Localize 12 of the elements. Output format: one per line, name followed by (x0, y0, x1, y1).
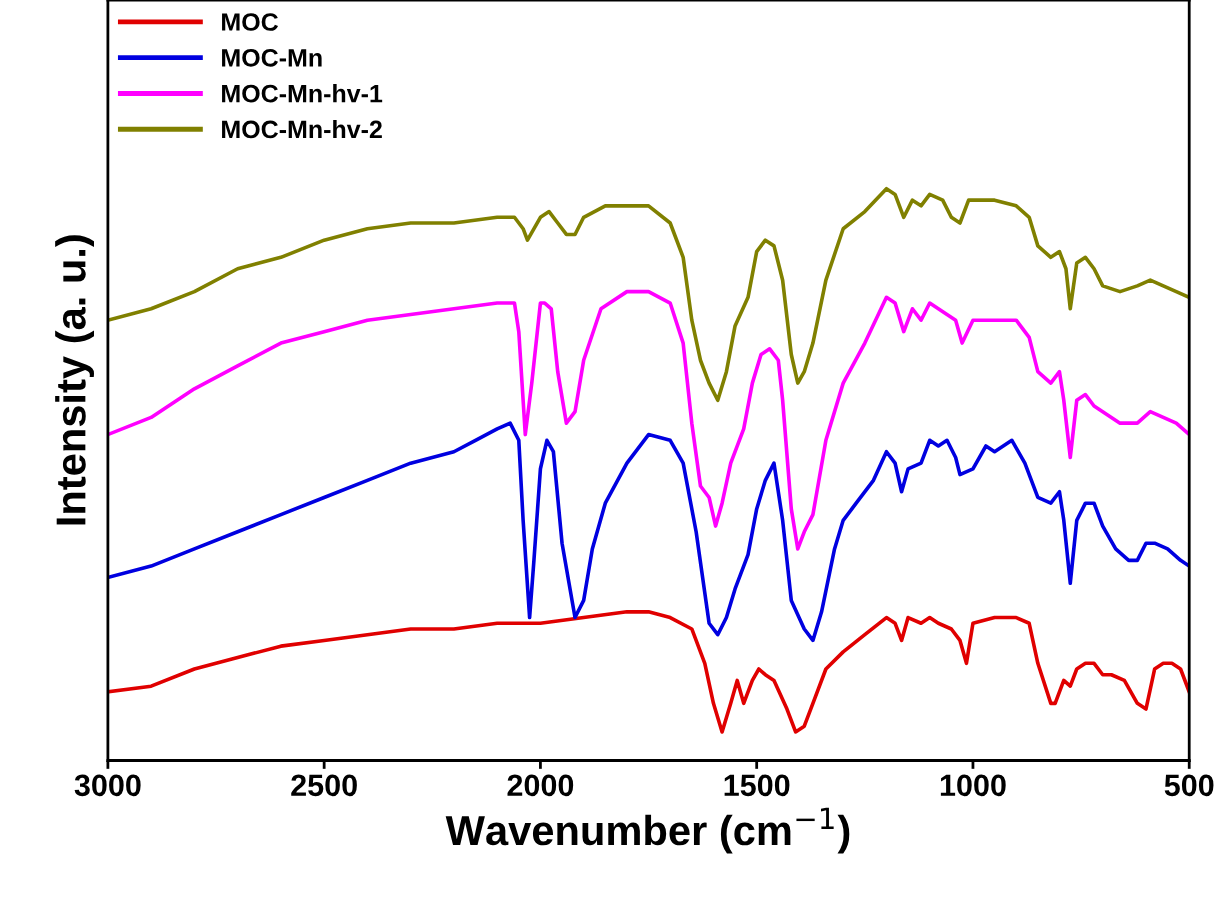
legend-label: MOC-Mn-hv-1 (222, 84, 383, 103)
x-tick-label: 1500 (724, 774, 790, 797)
x-tick-label: 500 (1164, 774, 1214, 797)
x-tick-label: 1000 (940, 774, 1006, 797)
x-tick-label: 2000 (507, 774, 574, 797)
x-tick-label: 2500 (291, 774, 357, 797)
x-tick-label: 3000 (74, 774, 141, 797)
legend-label: MOC-Mn (222, 48, 322, 67)
legend-label: MOC-Mn-hv-2 (222, 119, 382, 139)
legend-label: MOC (222, 13, 279, 31)
y-axis-title: Intensity (a. u.) (55, 235, 94, 525)
x-axis-title: Wavenumber (cm$^{−1}$) (445, 807, 850, 854)
